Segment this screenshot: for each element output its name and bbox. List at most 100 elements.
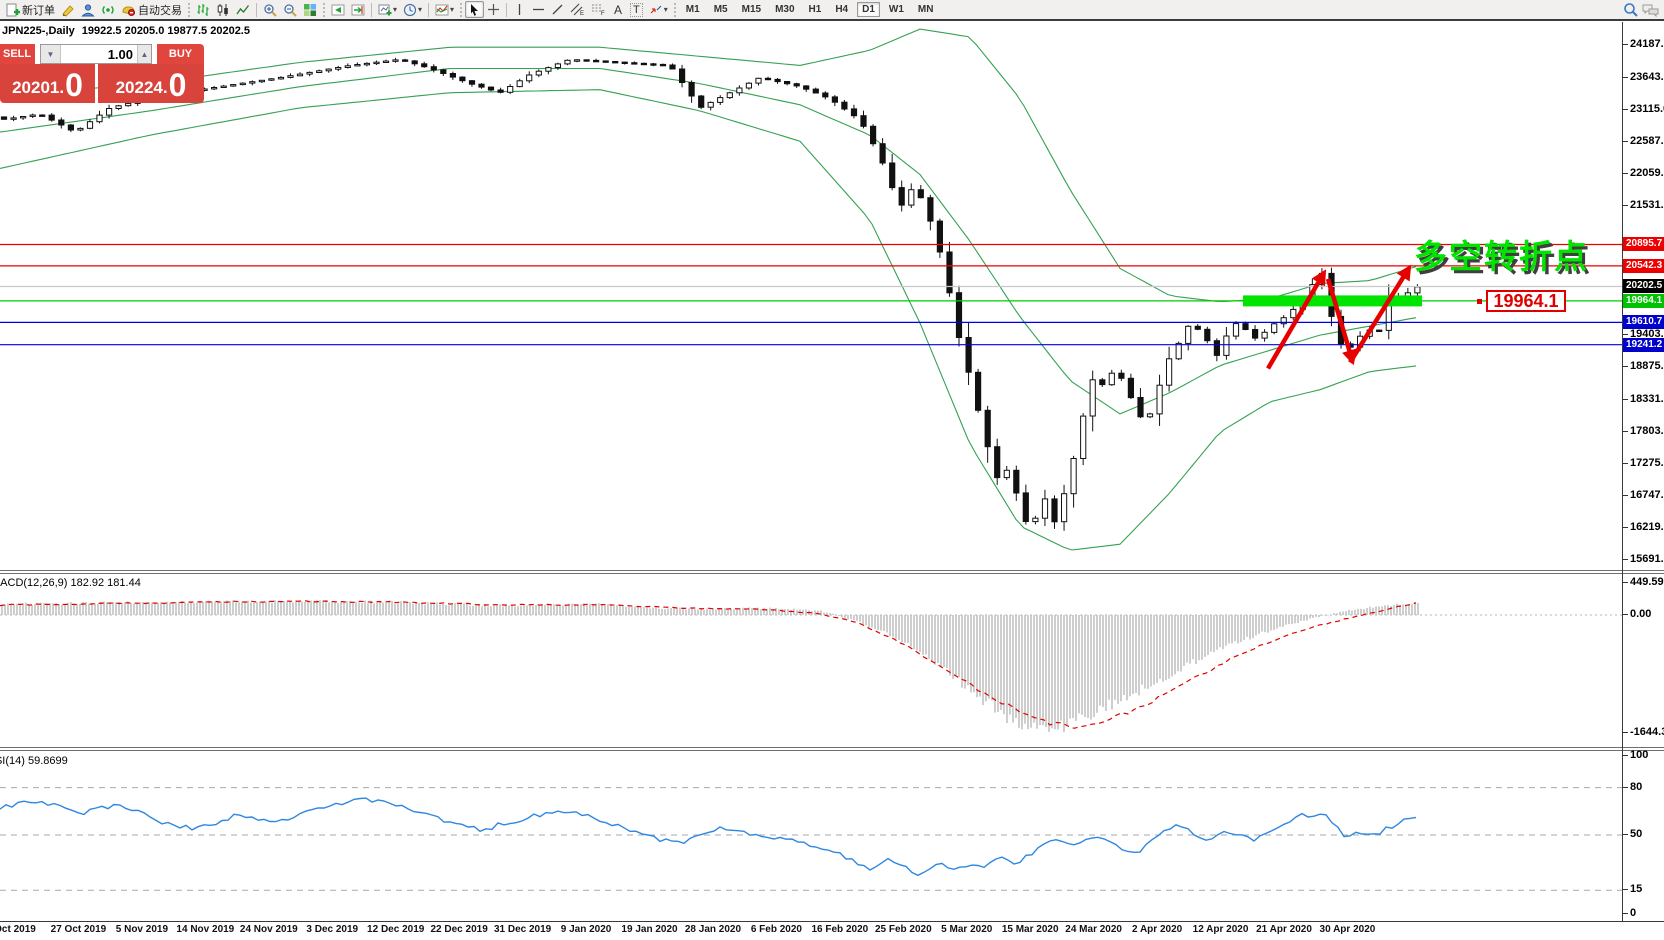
tile-windows-button[interactable] [300, 1, 320, 18]
timeframe-button-m15[interactable]: M15 [741, 4, 762, 15]
date-label: 15 Mar 2020 [1001, 924, 1059, 935]
toolbar-grip [323, 2, 325, 17]
pane-separator[interactable] [0, 747, 1664, 751]
chevron-down-icon: ▾ [393, 5, 398, 14]
label-tool-button[interactable]: T [627, 1, 646, 18]
buy-price-pips: 0 [168, 67, 187, 103]
date-label: 24 Nov 2019 [239, 924, 298, 935]
channel-tool-button[interactable]: E [567, 1, 588, 18]
autoscroll-button[interactable] [328, 1, 348, 18]
line-chart-button[interactable] [233, 1, 253, 18]
timeframe-button-h4[interactable]: H4 [835, 4, 849, 15]
indicators-button[interactable]: ▾ [432, 1, 457, 18]
text-tool-button[interactable]: A [609, 1, 627, 18]
trend-arrows[interactable] [1266, 264, 1412, 370]
date-label: 9 Jan 2020 [560, 924, 612, 935]
rsi-pane [0, 787, 1622, 891]
axis-tick-label: 18331.0 [1622, 393, 1664, 405]
axis-tick-label: 23643.0 [1622, 71, 1664, 83]
axis-tick-label: 80 [1622, 781, 1642, 793]
buy-price[interactable]: 20224. 0 [98, 64, 204, 103]
toolbar-separator [256, 2, 257, 17]
community-button[interactable] [78, 1, 98, 18]
trendline-icon [552, 4, 563, 15]
date-label: 16 Feb 2020 [811, 924, 869, 935]
axis-tick-label: 16219.0 [1622, 521, 1664, 533]
chart-shift-button[interactable] [348, 1, 368, 18]
timeframe-button-d1[interactable]: D1 [857, 2, 880, 17]
pane-separator[interactable] [0, 570, 1664, 574]
date-label: 14 Nov 2019 [176, 924, 235, 935]
volume-increase-button[interactable]: ▲ [137, 45, 151, 63]
timeframe-button-m5[interactable]: M5 [713, 4, 728, 15]
new-order-label: 新订单 [22, 4, 55, 17]
new-order-button[interactable]: 新订单 [3, 1, 58, 18]
signal-button[interactable] [98, 1, 118, 18]
rsi-line [0, 797, 1417, 877]
highlighter-button[interactable] [58, 1, 78, 18]
axis-tick-label: -1644.35 [1622, 726, 1664, 738]
date-label: 24 Mar 2020 [1065, 924, 1122, 935]
timeframe-button-m30[interactable]: M30 [775, 4, 795, 15]
autotrading-button[interactable]: 自动交易 [118, 1, 185, 18]
price-level-badge: 20202.5 [1623, 279, 1664, 294]
chat-icon[interactable] [1642, 3, 1659, 17]
date-label: 5 Mar 2020 [941, 924, 993, 935]
trendline-tool-button[interactable] [548, 1, 567, 18]
channel-icon: E [570, 3, 584, 16]
date-label: 28 Jan 2020 [684, 924, 742, 935]
toolbar-separator [506, 2, 508, 17]
new-chart-button[interactable]: ▾ [375, 1, 400, 18]
timeframe-button-mn[interactable]: MN [917, 4, 934, 15]
horizontal-line-icon [533, 8, 545, 11]
zoom-in-button[interactable] [260, 1, 280, 18]
price-level-badge: 20542.3 [1623, 258, 1664, 273]
candles [0, 57, 1421, 531]
cursor-tool-button[interactable] [465, 1, 485, 18]
date-axis-border [0, 921, 1664, 922]
date-label: Oct 2019 [0, 924, 36, 935]
callout-anchor-square [1477, 299, 1482, 304]
sell-price[interactable]: 20201. 0 [0, 64, 95, 103]
buy-button[interactable]: BUY [157, 44, 204, 64]
turning-point-annotation: 多空转折点 [1414, 238, 1589, 275]
sell-button[interactable]: SELL [0, 44, 35, 64]
sell-price-main: 20201. [12, 78, 65, 97]
volume-decrease-button[interactable]: ▼ [41, 45, 61, 63]
volume-input[interactable] [61, 46, 137, 62]
chevron-down-icon: ▾ [418, 5, 423, 14]
chevron-down-icon: ▾ [450, 5, 455, 14]
bar-chart-button[interactable] [193, 1, 213, 18]
price-level-badge: 20895.7 [1623, 237, 1664, 252]
fibonacci-icon: F [592, 4, 605, 16]
new-chart-icon [378, 4, 392, 15]
zoom-out-icon [284, 3, 297, 17]
toolbar-right-group [1623, 2, 1661, 17]
clock-icon [403, 3, 417, 16]
axis-tick-label: 0.00 [1622, 608, 1651, 620]
search-icon[interactable] [1623, 2, 1638, 17]
macd-pane [0, 599, 1622, 733]
candlestick-chart-button[interactable] [213, 1, 233, 18]
autoscroll-icon [331, 4, 345, 15]
timeframe-button-h1[interactable]: H1 [808, 4, 822, 15]
chevron-down-icon: ▾ [663, 5, 668, 14]
period-button[interactable]: ▾ [400, 1, 425, 18]
crosshair-tool-button[interactable] [484, 1, 503, 18]
toolbar-separator [371, 2, 372, 17]
vline-tool-button[interactable] [510, 1, 529, 18]
timeframe-button-m1[interactable]: M1 [685, 4, 700, 15]
shapes-tool-button[interactable]: ▾ [646, 1, 671, 18]
fibonacci-tool-button[interactable]: F [588, 1, 609, 18]
price-level-badge: 19610.7 [1623, 315, 1664, 330]
price-level-badge: 19241.2 [1623, 337, 1664, 352]
hline-tool-button[interactable] [529, 1, 548, 18]
toolbar-grip [188, 2, 190, 17]
volume-spinner: ▼ ▲ [40, 44, 152, 64]
timeframe-button-w1[interactable]: W1 [888, 4, 904, 15]
price-callout-label[interactable]: 19964.1 [1486, 290, 1566, 312]
zoom-out-button[interactable] [280, 1, 300, 18]
axis-tick-label: 19403.0 [1622, 328, 1664, 340]
date-label: 21 Apr 2020 [1256, 924, 1312, 935]
